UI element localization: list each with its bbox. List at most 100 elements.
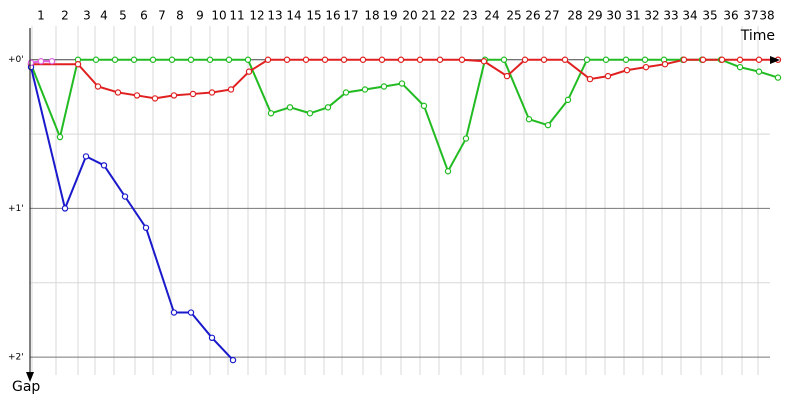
data-point [398,80,406,87]
data-point [92,56,100,63]
data-point [586,75,594,83]
data-point [229,356,237,364]
y-axis-label: Gap [12,379,40,395]
data-point [736,63,744,71]
data-point [208,334,216,341]
data-point [680,56,688,63]
data-point [540,56,548,63]
data-point [37,58,45,65]
data-point [361,86,369,93]
x-axis-label: Time [740,28,775,44]
data-point [699,56,707,63]
series-line [30,58,779,174]
x-tick-label: 24 [484,9,499,23]
x-tick-label: 12 [249,9,264,23]
data-point [94,83,102,90]
data-point [583,56,591,63]
x-tick-label: 11 [229,9,244,23]
x-tick-label: 17 [343,9,358,23]
data-point [114,89,122,96]
data-point [503,72,511,80]
data-point [444,168,452,175]
x-tick-label: 35 [702,9,717,23]
data-point [642,63,650,71]
data-point [378,56,386,63]
data-point [168,56,176,63]
x-tick-label: 21 [421,9,436,23]
data-point [227,86,235,93]
x-tick-label: 8 [176,9,184,23]
x-tick-label: 27 [544,9,559,23]
data-point [397,56,405,63]
y-tick-label: +1' [8,204,24,214]
x-tick-label: 10 [211,9,226,23]
x-tick-label: 32 [644,9,659,23]
data-point [525,116,533,123]
x-tick-label: 28 [567,9,582,23]
data-point [170,92,178,99]
data-point [208,89,216,96]
x-tick-label: 2 [61,9,69,23]
x-tick-label: 20 [402,9,417,23]
x-tick-label: 15 [306,9,321,23]
x-tick-label: 25 [506,9,521,23]
data-point [130,56,138,63]
data-point [641,56,649,63]
data-point [480,58,488,65]
series-line [30,66,234,361]
data-point [718,56,726,63]
data-point [48,58,56,65]
data-point [380,83,388,90]
grid [30,26,770,375]
data-point [462,135,470,142]
x-tick-label: 37 [743,9,758,23]
data-point [142,224,150,231]
x-tick-label: 29 [587,9,602,23]
data-point [111,56,119,63]
x-tick-label: 13 [267,9,282,23]
data-point [458,56,466,63]
data-point [436,56,444,63]
data-point [340,56,348,63]
data-point [100,162,108,169]
x-tick-label: 5 [119,9,127,23]
data-point [359,56,367,63]
data-point [324,104,332,111]
x-tick-label: 7 [158,9,166,23]
x-tick-label: 9 [196,9,204,23]
data-point [225,56,233,63]
data-point [267,110,275,117]
data-point [623,66,631,74]
data-point [61,205,69,212]
data-point [342,89,350,96]
x-tick-label: 16 [325,9,340,23]
data-point [245,68,253,75]
data-point [755,56,763,63]
data-point [736,56,744,63]
data-point [286,104,294,111]
x-tick-label: 14 [286,9,301,23]
data-point [149,56,157,63]
data-point [170,309,178,316]
data-point [521,56,529,63]
data-point [321,56,329,63]
x-axis-arrow [770,56,780,64]
data-point [604,72,612,80]
data-point [206,56,214,63]
x-tick-label: 34 [682,9,697,23]
data-point [755,68,763,75]
data-point [561,56,569,63]
data-point [416,56,424,63]
data-point [774,74,782,81]
data-point [306,110,314,117]
data-point [602,56,610,63]
x-tick-label: 3 [83,9,91,23]
data-point [189,90,197,98]
x-tick-label: 22 [440,9,455,23]
data-point [244,56,252,63]
y-tick-label: +0' [8,55,24,65]
y-axis-arrow [26,372,34,382]
x-tick-label: 1 [37,9,45,23]
data-point [27,59,35,66]
data-point [661,60,669,68]
